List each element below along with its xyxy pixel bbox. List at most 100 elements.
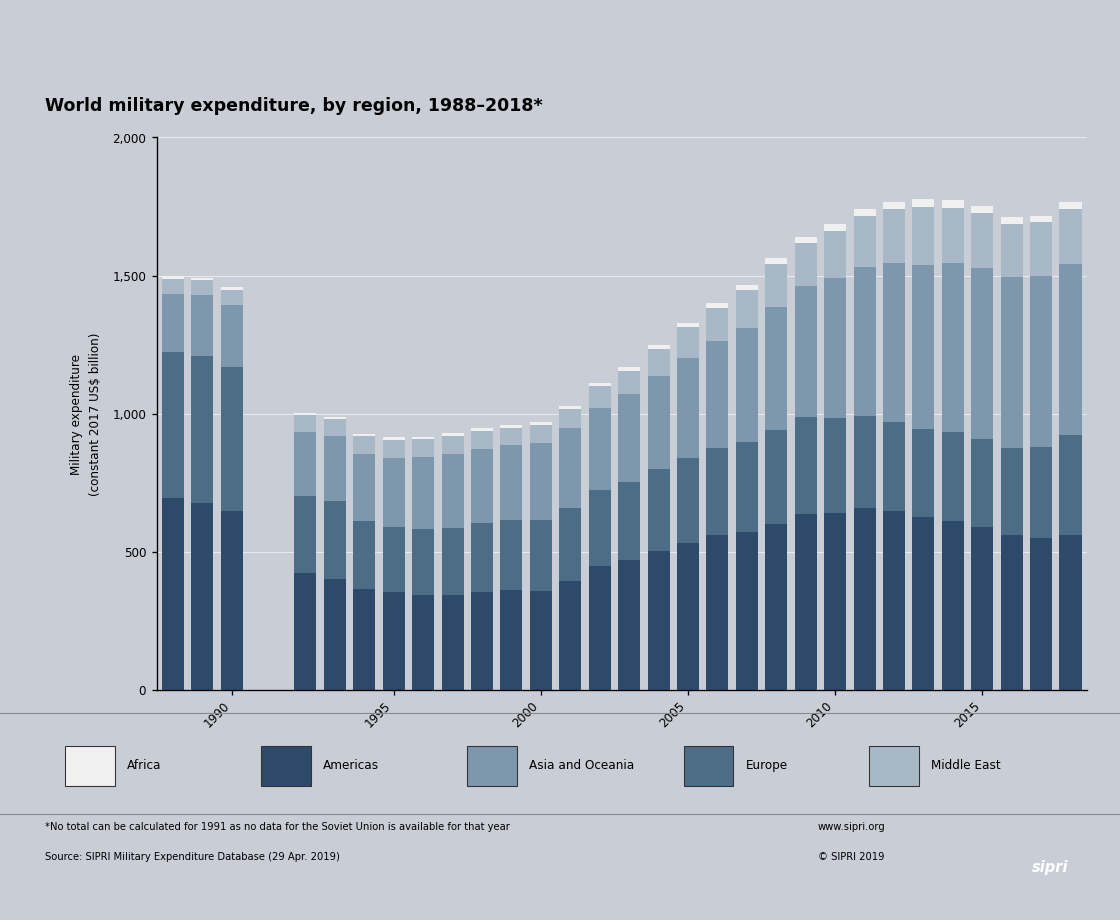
Bar [1000, 217, 1023, 224]
Bar [942, 432, 963, 522]
Bar [794, 286, 816, 418]
Bar [765, 307, 787, 431]
Bar [618, 482, 640, 560]
Text: www.sipri.org: www.sipri.org [818, 822, 885, 832]
Bar [324, 420, 346, 437]
Bar [942, 522, 963, 690]
Bar [221, 305, 243, 367]
Bar [794, 237, 816, 244]
Bar [676, 543, 699, 690]
Bar [824, 224, 846, 231]
Bar [501, 428, 522, 445]
Text: Africa: Africa [128, 758, 161, 771]
Bar [383, 438, 404, 441]
Bar [1060, 264, 1081, 435]
Bar [676, 358, 699, 459]
Bar [295, 573, 316, 690]
Bar [736, 328, 757, 443]
Bar [221, 288, 243, 290]
Bar [883, 422, 905, 512]
Bar [853, 416, 876, 508]
Bar [324, 417, 346, 420]
Bar [221, 511, 243, 690]
Bar [676, 323, 699, 328]
Bar [501, 591, 522, 690]
Bar [853, 209, 876, 216]
Bar [1060, 435, 1081, 535]
Bar [824, 513, 846, 690]
Bar [1060, 202, 1081, 209]
Bar [470, 592, 493, 690]
Bar [162, 499, 184, 690]
Bar [412, 595, 435, 690]
Bar [412, 437, 435, 440]
Bar [588, 386, 610, 408]
Bar [470, 449, 493, 523]
Bar [736, 285, 757, 291]
Bar [853, 216, 876, 267]
Bar [707, 308, 728, 341]
Bar [295, 416, 316, 432]
Bar [971, 439, 993, 527]
Bar [912, 517, 934, 690]
Bar [912, 208, 934, 266]
Bar [1029, 447, 1052, 539]
Bar [883, 263, 905, 422]
Bar [647, 470, 670, 551]
Bar [559, 581, 581, 690]
Bar [441, 436, 464, 454]
Text: sipri: sipri [1032, 859, 1068, 875]
Bar [765, 264, 787, 307]
Bar [676, 328, 699, 358]
Bar [221, 367, 243, 511]
Bar [824, 231, 846, 278]
Bar [412, 529, 435, 595]
Bar [912, 266, 934, 430]
Bar [1000, 224, 1023, 278]
Bar [618, 560, 640, 690]
Bar [736, 533, 757, 690]
Bar [794, 514, 816, 690]
Bar [765, 524, 787, 690]
Bar [530, 425, 552, 443]
Bar [441, 528, 464, 595]
Bar [647, 346, 670, 350]
Bar [530, 592, 552, 690]
Text: Americas: Americas [323, 758, 379, 771]
Text: Source: SIPRI Military Expenditure Database (29 Apr. 2019): Source: SIPRI Military Expenditure Datab… [45, 851, 339, 861]
Bar [162, 280, 184, 294]
Bar [501, 445, 522, 521]
Bar [559, 509, 581, 581]
Bar [618, 368, 640, 371]
Bar [162, 351, 184, 499]
Bar [192, 356, 214, 503]
Bar [295, 432, 316, 496]
Bar [707, 535, 728, 690]
Bar [736, 291, 757, 328]
Bar [1060, 535, 1081, 690]
Bar [1000, 278, 1023, 448]
Bar [618, 371, 640, 395]
Bar [824, 278, 846, 419]
Text: *No total can be calculated for 1991 as no data for the Soviet Union is availabl: *No total can be calculated for 1991 as … [45, 822, 510, 832]
Bar [324, 579, 346, 690]
Bar [942, 209, 963, 264]
Bar [794, 418, 816, 514]
Bar [942, 201, 963, 209]
Bar [412, 457, 435, 529]
Bar [683, 746, 734, 786]
Bar [470, 429, 493, 431]
Bar [588, 566, 610, 690]
Text: Europe: Europe [746, 758, 787, 771]
Bar [353, 437, 375, 454]
Bar [441, 433, 464, 436]
Bar [501, 425, 522, 428]
Bar [883, 202, 905, 210]
Bar [65, 746, 115, 786]
Bar [383, 441, 404, 458]
Bar [1060, 209, 1081, 264]
Bar [353, 454, 375, 522]
Bar [353, 522, 375, 590]
Y-axis label: Military expenditure
(constant 2017 US$ billion): Military expenditure (constant 2017 US$ … [69, 332, 102, 496]
Bar [971, 269, 993, 439]
